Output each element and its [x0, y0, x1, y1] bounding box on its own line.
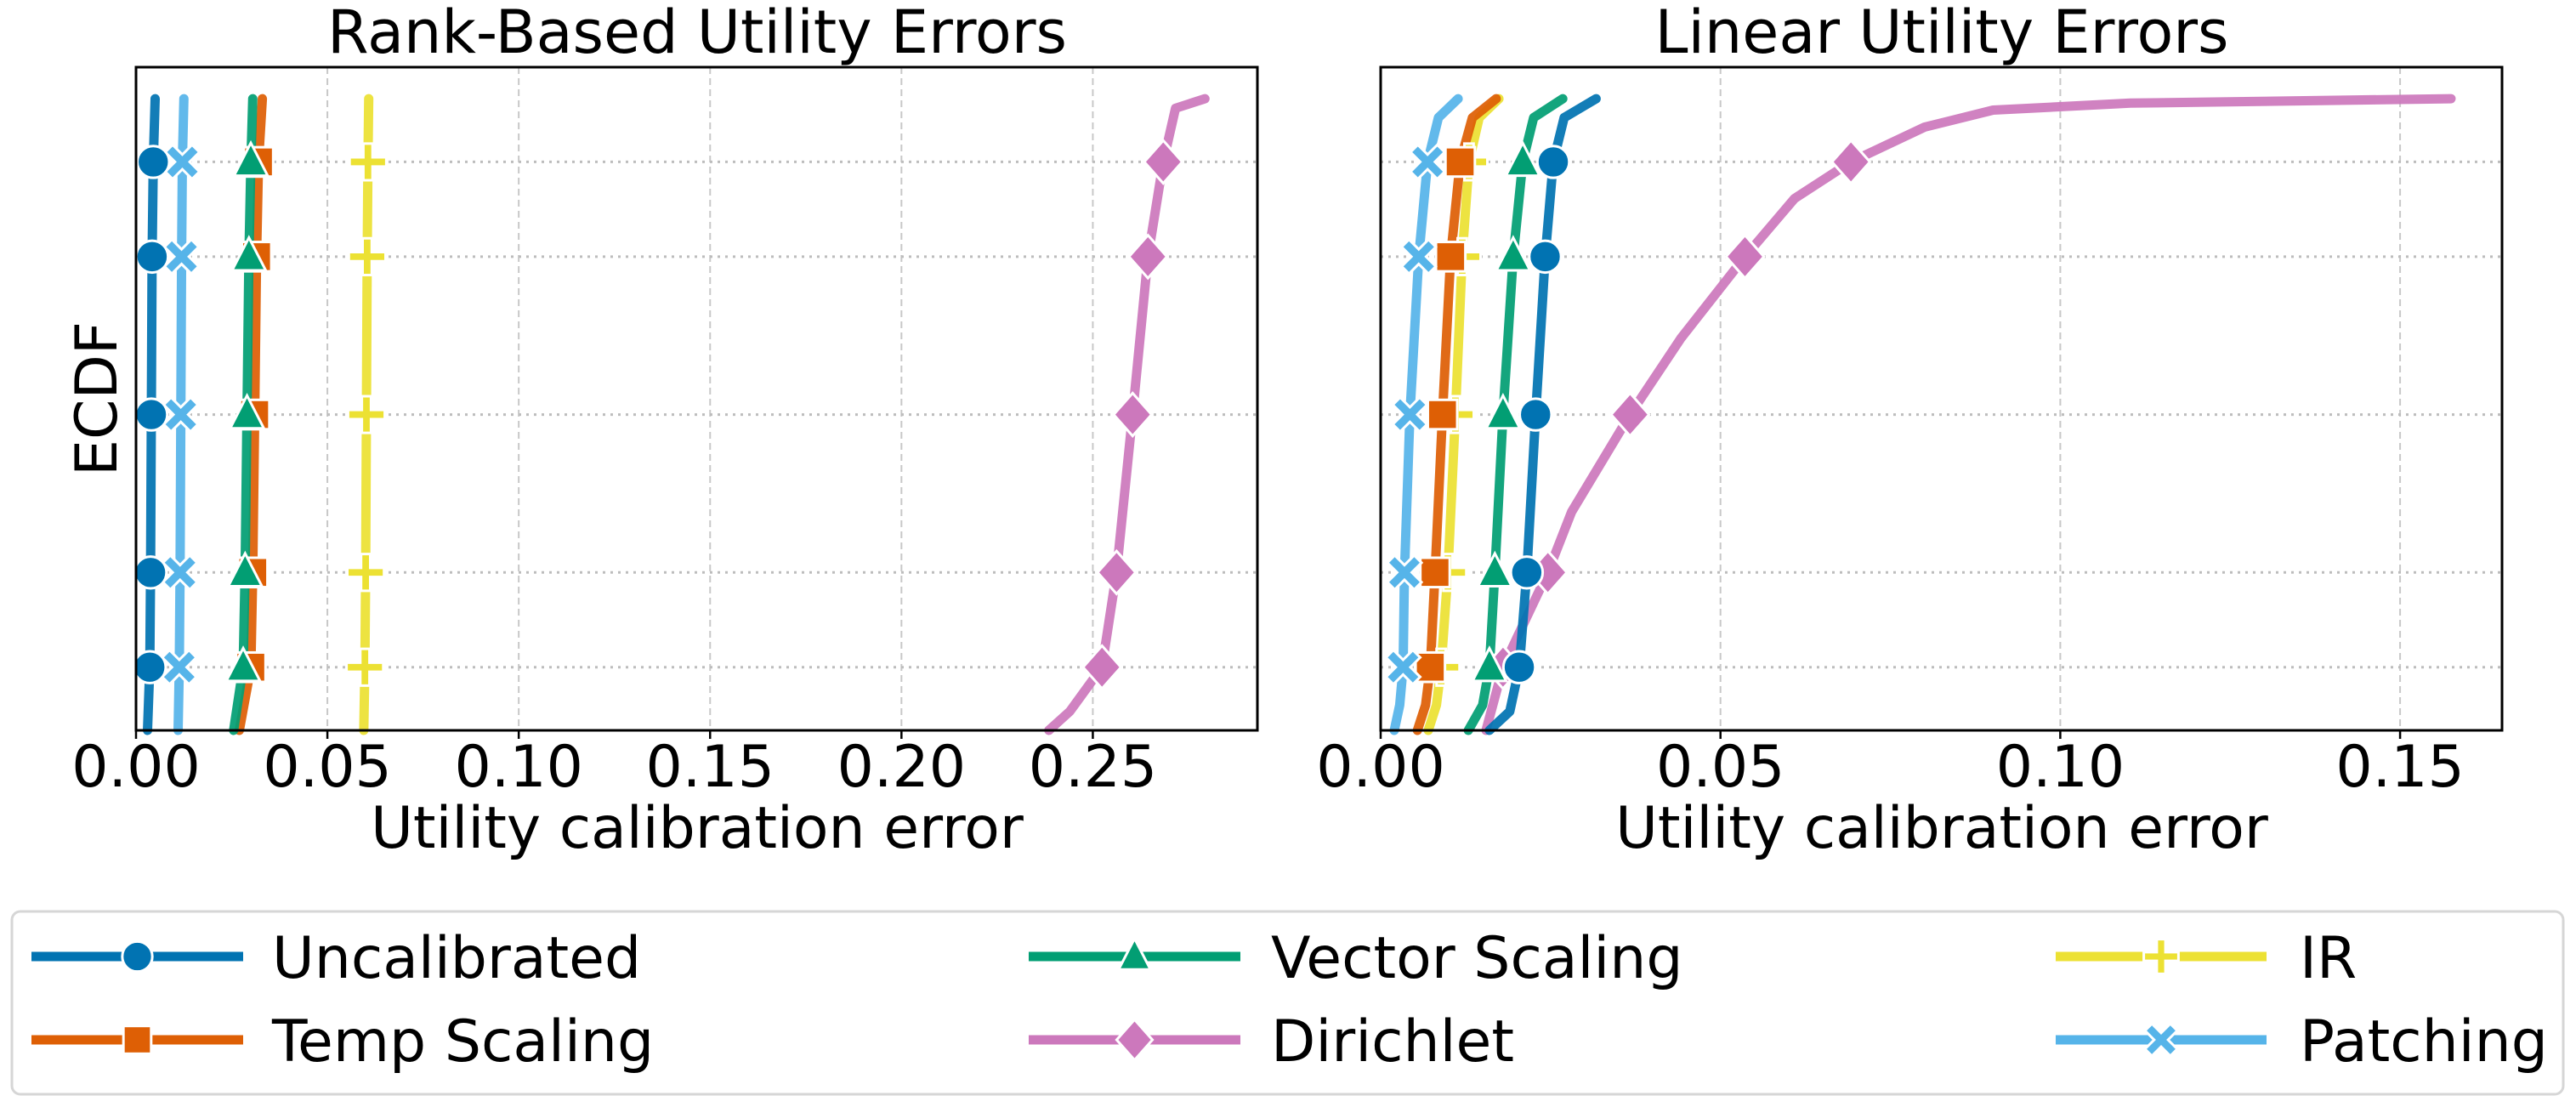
x-tick-label: 0.10: [1996, 734, 2125, 801]
legend: Uncalibrated Temp Scaling Vector Scaling Di…: [10, 910, 2565, 1096]
diamond-marker-icon: [1126, 233, 1169, 281]
legend-label: Temp Scaling: [271, 1008, 654, 1076]
diamond-marker-icon: [1609, 391, 1651, 439]
x-ticks: 0.00 0.05 0.10 0.15: [1316, 730, 2465, 801]
legend-item-temp-scaling: Temp Scaling: [31, 1008, 654, 1076]
square-marker-icon: [1434, 241, 1467, 273]
axes-frame: [1379, 65, 2504, 732]
legend-item-vector-scaling: Vector Scaling: [1029, 925, 1683, 992]
plus-marker-icon: [346, 395, 387, 434]
x-marker-icon: [1408, 143, 1447, 181]
x-ticks: 0.00 0.05 0.10 0.15 0.20 0.25: [71, 730, 1157, 801]
circle-marker-icon: [136, 145, 171, 179]
diamond-marker-icon: [1724, 233, 1766, 281]
square-marker-icon: [1419, 556, 1451, 589]
panel-title: Rank-Based Utility Errors: [327, 0, 1067, 67]
circle-marker-icon: [1518, 397, 1553, 432]
x-axis-label: Utility calibration error: [371, 795, 1024, 862]
x-tick-label: 0.05: [263, 734, 391, 801]
plus-marker-icon: [345, 647, 385, 687]
diamond-marker-icon: [1096, 548, 1138, 596]
x-marker-icon: [162, 395, 200, 434]
square-marker-icon: [1426, 398, 1459, 431]
x-axis-label: Utility calibration error: [1615, 795, 2268, 862]
plus-marker-icon: [2142, 938, 2180, 975]
axes-frame: [134, 65, 1259, 732]
diamond-marker-icon: [1115, 1017, 1155, 1063]
triangle-marker-icon: [1470, 645, 1509, 683]
diamond-marker-icon: [1081, 644, 1123, 691]
x-tick-label: 0.00: [1316, 734, 1444, 801]
circle-marker-icon: [121, 940, 154, 974]
circle-marker-icon: [133, 555, 168, 590]
triangle-marker-icon: [1494, 235, 1533, 272]
diamond-marker-icon: [1142, 138, 1184, 185]
plus-marker-icon: [347, 236, 388, 276]
legend-label: Dirichlet: [1271, 1008, 1514, 1076]
circle-marker-icon: [133, 397, 169, 432]
x-tick-label: 0.05: [1656, 734, 1784, 801]
x-marker-icon: [160, 648, 199, 686]
triangle-marker-icon: [224, 645, 263, 683]
legend-label: Patching: [2300, 1008, 2548, 1076]
plus-marker-icon: [348, 142, 388, 182]
x-tick-label: 0.10: [454, 734, 582, 801]
y-axis-label: ECDF: [64, 321, 131, 476]
x-marker-icon: [1391, 395, 1429, 434]
diamond-marker-icon: [1830, 138, 1872, 185]
legend-label: Uncalibrated: [272, 925, 641, 992]
triangle-marker-icon: [1116, 935, 1153, 971]
plus-marker-icon: [346, 553, 386, 593]
x-marker-icon: [1384, 648, 1422, 686]
rank-based-panel: Rank-Based Utility Errors 0.00 0.05 0.10 0.…: [64, 0, 1259, 862]
plot-markers: [132, 138, 1184, 691]
x-tick-label: 0.00: [71, 734, 200, 801]
x-tick-label: 0.15: [646, 734, 775, 801]
x-marker-icon: [2142, 1021, 2180, 1059]
circle-marker-icon: [1509, 555, 1545, 590]
diamond-marker-icon: [1111, 391, 1154, 439]
square-marker-icon: [122, 1025, 153, 1055]
legend-item-uncalibrated: Uncalibrated: [31, 925, 641, 992]
circle-marker-icon: [132, 650, 167, 684]
triangle-marker-icon: [231, 139, 270, 178]
panel-title: Linear Utility Errors: [1654, 0, 2228, 67]
x-tick-label: 0.25: [1029, 734, 1157, 801]
circle-marker-icon: [1501, 650, 1537, 684]
circle-marker-icon: [1528, 239, 1563, 275]
triangle-marker-icon: [1476, 550, 1514, 588]
grid: [1381, 67, 2502, 730]
grid: [136, 67, 1257, 730]
legend-box: [10, 910, 2565, 1096]
square-marker-icon: [1444, 145, 1477, 179]
legend-item-patching: Patching: [2056, 1008, 2548, 1076]
legend-label: IR: [2300, 925, 2357, 992]
x-tick-label: 0.20: [837, 734, 966, 801]
x-tick-label: 0.15: [2335, 734, 2464, 801]
circle-marker-icon: [134, 239, 170, 275]
triangle-marker-icon: [230, 235, 269, 272]
plot-markers: [1384, 138, 1872, 691]
triangle-marker-icon: [1503, 139, 1542, 178]
legend-label: Vector Scaling: [1271, 925, 1683, 992]
legend-item-dirichlet: Dirichlet: [1029, 1008, 1514, 1076]
triangle-marker-icon: [1484, 392, 1523, 430]
x-marker-icon: [1385, 554, 1424, 592]
x-marker-icon: [163, 143, 201, 181]
x-marker-icon: [162, 237, 201, 276]
triangle-marker-icon: [226, 550, 264, 588]
triangle-marker-icon: [228, 392, 266, 430]
linear-panel: Linear Utility Errors 0.00 0.05 0.10 0.15 U…: [1316, 0, 2504, 862]
x-marker-icon: [1399, 237, 1438, 276]
circle-marker-icon: [1535, 145, 1571, 179]
legend-item-ir: IR: [2056, 925, 2357, 992]
x-marker-icon: [161, 554, 200, 592]
